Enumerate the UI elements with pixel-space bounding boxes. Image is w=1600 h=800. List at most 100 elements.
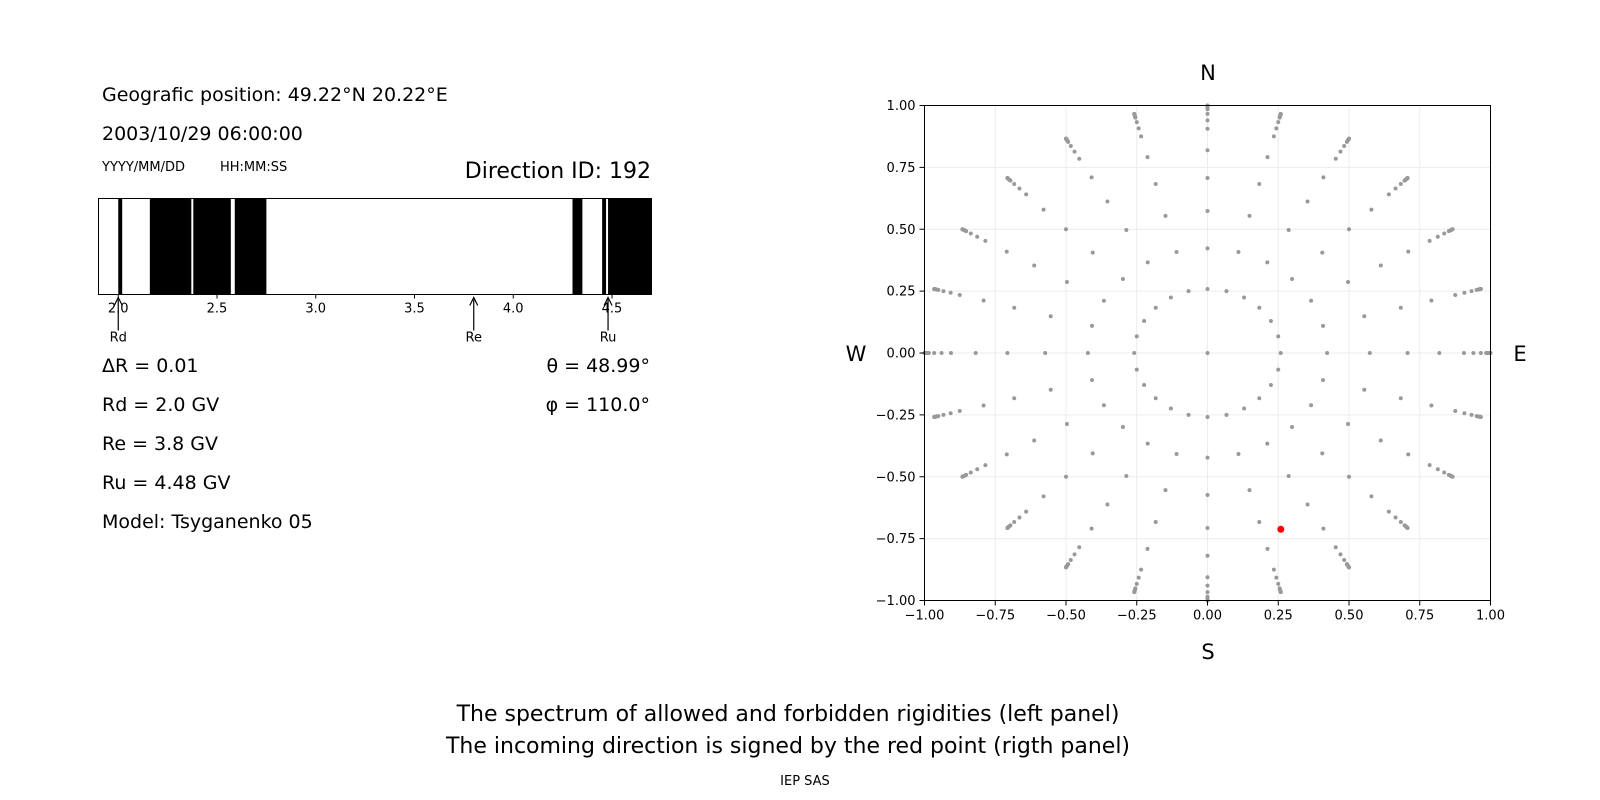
grid-point [1012,396,1017,401]
grid-point [1205,148,1210,153]
grid-point [981,298,986,303]
grid-point [1142,383,1147,388]
marker-label-rd: Rd [110,331,127,346]
spectrum-tick-label: 2.5 [207,302,228,317]
grid-point [1134,120,1139,125]
geographic-position: Geografic position: 49.22°N 20.22°E [102,84,448,106]
grid-point [1478,351,1483,355]
grid-point [1043,351,1048,355]
grid-point [1406,249,1411,254]
grid-point [1405,351,1410,355]
grid-point [1032,263,1037,268]
grid-point [1224,412,1229,417]
caption-line-1: The spectrum of allowed and forbidden ri… [456,702,1120,727]
grid-point [1265,441,1270,446]
grid-point [1265,546,1270,551]
model-name: Model: Tsyganenko 05 [102,511,313,533]
grid-point [1145,441,1150,446]
grid-point [1205,175,1210,180]
grid-point [1247,488,1252,493]
grid-point [1276,581,1281,586]
spectrum-markers: Rd Re Ru [110,296,616,346]
grid-point [1286,473,1291,478]
x-tick-label: 1.00 [1476,609,1505,624]
grid-point [1145,260,1150,265]
grid-point [973,351,978,355]
spectrum-tick-label: 4.0 [503,302,524,317]
grid-point [1005,526,1010,531]
grid-point [1064,565,1068,570]
grid-point [960,227,965,232]
grid-point [1153,520,1158,525]
grid-point [1205,590,1210,595]
direction-grid-points [922,103,1493,603]
grid-point [1398,396,1403,401]
grid-point [1012,520,1017,525]
grid-point [1342,558,1347,563]
grid-point [1142,318,1147,323]
grid-point [1268,318,1273,323]
grid-point [1347,136,1351,141]
grid-point [1168,406,1173,411]
grid-point [1265,155,1270,160]
grid-point [1205,351,1210,355]
grid-point [1453,292,1458,297]
grid-point [1132,590,1137,595]
grid-point [1024,509,1029,514]
grid-point [1205,455,1210,460]
rd-value: Rd = 2.0 GV [102,394,220,416]
spectrum-ticks: 2.0 2.5 3.0 3.5 4.0 4.5 [108,294,623,317]
grid-point [1369,494,1374,499]
grid-point [1378,263,1383,268]
grid-point [1139,134,1144,139]
grid-point [1276,120,1281,125]
grid-point [1321,526,1326,531]
forbidden-band [118,198,123,295]
compass-west: W [846,342,867,366]
grid-point [1247,213,1252,218]
grid-point [1136,575,1141,580]
grid-point [941,289,946,294]
grid-point [1064,136,1068,141]
grid-point [1286,228,1291,233]
grid-point [1064,280,1069,285]
forbidden-band [572,198,583,295]
grid-point [1186,412,1191,417]
spectrum-tick-label: 4.5 [602,302,623,317]
grid-point [1136,126,1141,131]
grid-point [1347,474,1351,479]
grid-point [1321,378,1326,383]
grid-point [1342,143,1347,148]
grid-point [1257,305,1262,310]
grid-point [1089,378,1094,383]
grid-point [1462,290,1467,295]
grid-point [1398,181,1403,186]
grid-point [1257,396,1262,401]
grid-point [1139,567,1144,572]
grid-point [1362,314,1367,319]
y-axis-ticks: 1.00 0.75 0.50 0.25 0.00 −0.25 −0.50 −0.75 −1.00 [876,99,925,609]
y-tick-label: 0.50 [887,223,916,238]
compass-east: E [1513,342,1526,366]
grid-point [975,467,980,472]
grid-point [948,290,953,295]
grid-point [1442,231,1447,236]
grid-point [1429,403,1434,408]
grid-point [1278,111,1283,116]
grid-point [1224,289,1229,294]
grid-point [1309,403,1314,408]
grid-point [1309,298,1314,303]
grid-point [1333,545,1338,550]
ru-value: Ru = 4.48 GV [102,472,231,494]
grid-point [1205,118,1210,123]
grid-point [1163,488,1168,493]
grid-point [1276,367,1281,372]
compass-north: N [1200,61,1216,85]
grid-point [1450,227,1455,232]
grid-point [1278,351,1283,355]
grid-point [1089,323,1094,328]
grid-point [983,463,988,468]
incoming-direction [1277,525,1285,533]
grid-point [968,231,973,236]
grid-point [1174,249,1179,254]
